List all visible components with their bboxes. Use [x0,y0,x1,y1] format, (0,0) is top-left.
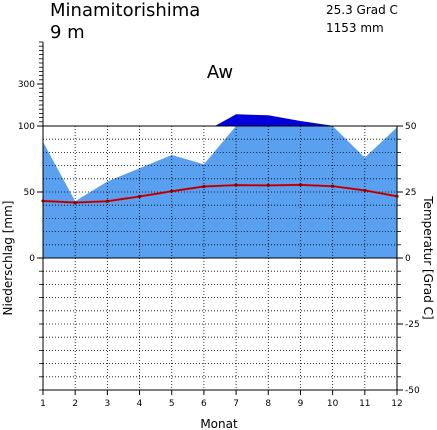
temp-tick-label: 0 [405,254,411,264]
temperature-line-inner [42,184,398,203]
x-tick-label: 8 [265,399,271,409]
temp-tick-label: 50 [405,122,417,132]
x-tick-label: 7 [233,399,239,409]
station-elevation: 9 m [50,22,85,43]
x-tick-label: 2 [72,399,78,409]
x-tick-label: 10 [327,399,339,409]
temp-tick-label: 25 [405,188,416,198]
annual-precipitation: 1153 mm [326,21,384,35]
mean-temperature: 25.3 Grad C [326,3,398,17]
x-axis-title: Monat [200,417,238,430]
left-axis-title: Niederschlag [mm] [1,201,15,316]
x-tick-label: 6 [201,399,207,409]
x-tick-label: 3 [104,399,110,409]
x-tick-label: 4 [137,399,143,409]
climate-class-label: Aw [207,62,233,83]
x-tick-label: 12 [391,399,402,409]
temp-tick-label: -25 [405,320,420,330]
precipitation-excess-area [43,114,397,126]
precip-tick-label: 100 [18,122,35,132]
station-name: Minamitorishima [50,0,200,21]
x-tick-label: 5 [169,399,175,409]
x-tick-label: 11 [359,399,370,409]
right-axis-title: Temperatur [Grad C] [421,195,435,319]
precip-tick-label: 50 [24,188,36,198]
x-tick-label: 9 [298,399,304,409]
precip-tick-label: 0 [29,254,35,264]
temp-tick-label: -50 [405,386,420,396]
x-tick-label: 1 [40,399,46,409]
temperature-point [41,199,45,203]
precip-tick-label: 300 [18,80,35,90]
